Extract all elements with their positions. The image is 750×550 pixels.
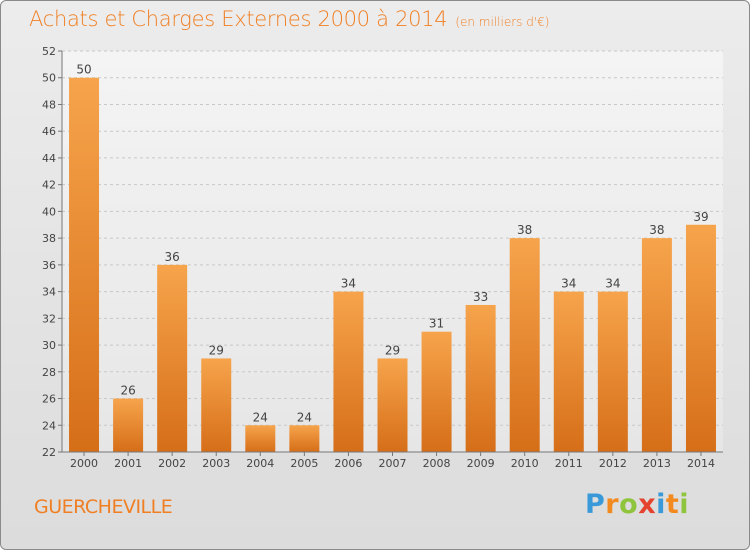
y-tick-label: 52 xyxy=(42,45,56,58)
bar-value-label: 38 xyxy=(517,223,532,237)
bar xyxy=(289,425,320,452)
logo-letter: r xyxy=(605,489,620,520)
x-tick-label: 2004 xyxy=(246,457,274,470)
logo-letter: P xyxy=(585,489,606,520)
y-tick-label: 28 xyxy=(42,366,56,379)
y-tick-label: 38 xyxy=(42,232,56,245)
y-tick-label: 46 xyxy=(42,125,56,138)
x-tick-label: 2012 xyxy=(599,457,627,470)
y-tick-label: 34 xyxy=(42,286,56,299)
bar-value-label: 29 xyxy=(209,343,224,357)
axis-layer: 22 24 26 28 30 32 34 36 38 40 42 44 46 48 50 52 2000 2001… xyxy=(42,45,723,470)
bar-value-label: 38 xyxy=(649,223,664,237)
bar-value-label: 26 xyxy=(120,384,135,398)
bar xyxy=(597,291,628,452)
bar xyxy=(509,238,540,452)
bar xyxy=(201,358,232,452)
commune-name: GUERCHEVILLE xyxy=(34,496,173,518)
bar-value-label: 34 xyxy=(605,277,620,291)
x-tick-label: 2003 xyxy=(202,457,230,470)
chart-subtitle: (en milliers d'€) xyxy=(455,15,550,29)
y-tick-label: 24 xyxy=(42,419,56,432)
bar-value-label: 24 xyxy=(297,410,312,424)
bar xyxy=(553,291,584,452)
bar-value-label: 33 xyxy=(473,290,488,304)
x-tick-label: 2007 xyxy=(379,457,407,470)
x-tick-label: 2000 xyxy=(70,457,98,470)
y-tick-label: 50 xyxy=(42,72,56,85)
y-tick-label: 30 xyxy=(42,339,56,352)
bar xyxy=(113,398,144,452)
bar xyxy=(333,291,364,452)
y-tick-label: 42 xyxy=(42,179,56,192)
logo-letter: i xyxy=(656,489,666,520)
bar-value-label: 36 xyxy=(165,250,180,264)
x-tick-label: 2006 xyxy=(334,457,362,470)
x-tick-label: 2013 xyxy=(643,457,671,470)
bar-value-label: 50 xyxy=(76,63,91,77)
y-tick-label: 48 xyxy=(42,98,56,111)
bar-value-label: 34 xyxy=(341,277,356,291)
y-tick-label: 22 xyxy=(42,446,56,459)
x-tick-label: 2009 xyxy=(467,457,495,470)
bar xyxy=(685,224,716,452)
bar xyxy=(377,358,408,452)
bar-value-label: 31 xyxy=(429,317,444,331)
x-tick-label: 2014 xyxy=(687,457,715,470)
x-tick-label: 2005 xyxy=(290,457,318,470)
chart-title-text: Achats et Charges Externes 2000 à 2014 xyxy=(29,7,448,31)
bar-value-label: 24 xyxy=(253,410,268,424)
chart-title: Achats et Charges Externes 2000 à 2014 (e… xyxy=(29,7,549,31)
bar-value-label: 29 xyxy=(385,343,400,357)
y-tick-label: 44 xyxy=(42,152,56,165)
logo-letter: i xyxy=(679,489,690,520)
logo-letter: t xyxy=(665,489,680,520)
labels-layer: 50 26 36 29 24 24 34 29 31 33 38 34 34 38 39 xyxy=(76,63,708,425)
x-tick-label: 2001 xyxy=(114,457,142,470)
bar xyxy=(641,238,672,452)
logo-letter: o xyxy=(619,489,639,520)
bar-value-label: 39 xyxy=(693,210,708,224)
x-tick-label: 2002 xyxy=(158,457,186,470)
bars-layer xyxy=(69,77,716,452)
y-tick-label: 36 xyxy=(42,259,56,272)
bar-value-label: 34 xyxy=(561,277,576,291)
bar xyxy=(421,331,452,452)
proxiti-logo[interactable]: Proxiti xyxy=(585,489,689,520)
bar xyxy=(465,304,496,452)
y-tick-label: 32 xyxy=(42,312,56,325)
y-tick-label: 26 xyxy=(42,393,56,406)
logo-letter: x xyxy=(638,489,657,520)
x-tick-label: 2010 xyxy=(511,457,539,470)
x-tick-label: 2008 xyxy=(423,457,451,470)
bar xyxy=(157,264,188,452)
x-tick-label: 2011 xyxy=(555,457,583,470)
y-tick-label: 40 xyxy=(42,205,56,218)
bar xyxy=(245,425,276,452)
bar xyxy=(69,77,100,452)
